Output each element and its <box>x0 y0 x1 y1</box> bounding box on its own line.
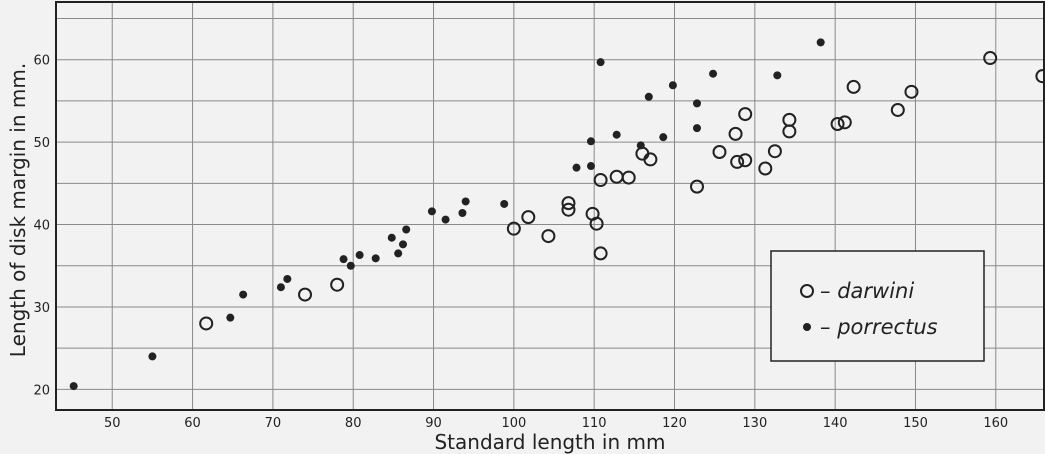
point-darwini-4 <box>521 210 536 225</box>
point-porrectus-1 <box>148 352 157 361</box>
point-porrectus-26 <box>659 133 668 142</box>
legend-box <box>770 250 985 362</box>
point-darwini-21 <box>738 153 753 168</box>
point-porrectus-7 <box>346 261 355 270</box>
point-porrectus-31 <box>773 71 782 80</box>
point-porrectus-2 <box>226 313 235 322</box>
point-darwini-3 <box>506 221 521 236</box>
point-porrectus-24 <box>636 141 645 150</box>
point-darwini-31 <box>983 51 998 66</box>
legend-label-darwini: – darwini <box>820 279 914 303</box>
point-darwini-5 <box>541 229 556 244</box>
point-porrectus-11 <box>394 249 403 258</box>
point-porrectus-14 <box>427 207 436 216</box>
point-darwini-12 <box>609 169 624 184</box>
point-porrectus-20 <box>586 137 595 146</box>
point-darwini-15 <box>643 152 658 167</box>
point-darwini-27 <box>837 115 852 130</box>
point-porrectus-17 <box>461 197 470 206</box>
point-porrectus-15 <box>441 215 450 224</box>
legend-porrectus-text: porrectus <box>836 315 937 339</box>
point-darwini-0 <box>199 316 214 331</box>
point-porrectus-29 <box>692 124 701 133</box>
point-porrectus-12 <box>399 240 408 249</box>
legend: – darwini – porrectus <box>770 250 985 362</box>
point-darwini-7 <box>561 202 576 217</box>
point-darwini-24 <box>782 112 797 127</box>
y-tick-40: 40 <box>33 219 50 234</box>
y-tick-20: 20 <box>33 383 50 398</box>
point-porrectus-8 <box>355 251 364 260</box>
point-darwini-9 <box>589 216 604 231</box>
point-darwini-23 <box>767 144 782 159</box>
legend-marker-porrectus <box>803 323 811 331</box>
legend-darwini-text: darwini <box>837 279 914 303</box>
point-porrectus-28 <box>692 99 701 108</box>
point-darwini-6 <box>561 196 576 211</box>
point-porrectus-16 <box>458 209 467 218</box>
x-tick-130: 130 <box>742 416 767 431</box>
legend-marker-darwini <box>800 284 814 298</box>
point-darwini-16 <box>689 179 704 194</box>
x-tick-100: 100 <box>501 416 526 431</box>
x-tick-60: 60 <box>184 416 201 431</box>
y-tick-labels: 20 30 40 50 60 <box>33 54 50 399</box>
point-porrectus-9 <box>371 254 380 263</box>
point-darwini-25 <box>782 124 797 139</box>
point-porrectus-3 <box>239 290 248 299</box>
x-axis-label: Standard length in mm <box>434 430 665 454</box>
point-porrectus-18 <box>500 199 509 208</box>
legend-label-porrectus: – porrectus <box>820 315 938 339</box>
point-darwini-1 <box>298 287 313 302</box>
x-tick-70: 70 <box>265 416 282 431</box>
point-darwini-17 <box>712 145 727 160</box>
x-tick-80: 80 <box>345 416 362 431</box>
point-porrectus-4 <box>276 283 285 292</box>
point-porrectus-21 <box>586 162 595 171</box>
point-porrectus-10 <box>387 233 396 242</box>
point-darwini-20 <box>738 107 753 122</box>
point-porrectus-30 <box>709 69 718 78</box>
x-tick-150: 150 <box>903 416 928 431</box>
point-darwini-11 <box>593 246 608 261</box>
legend-dash: – <box>820 279 837 303</box>
point-darwini-30 <box>904 84 919 99</box>
point-porrectus-5 <box>283 274 292 283</box>
point-porrectus-6 <box>339 255 348 264</box>
x-tick-labels: 50 60 70 80 90 100 110 120 130 140 150 160 <box>104 416 1008 431</box>
x-tick-110: 110 <box>582 416 607 431</box>
point-darwini-13 <box>621 170 636 185</box>
point-porrectus-22 <box>596 58 605 67</box>
y-tick-30: 30 <box>33 301 50 316</box>
point-darwini-18 <box>728 126 743 141</box>
point-porrectus-32 <box>816 38 825 47</box>
point-porrectus-13 <box>402 225 411 234</box>
x-tick-160: 160 <box>983 416 1008 431</box>
point-porrectus-0 <box>69 382 78 391</box>
x-tick-90: 90 <box>425 416 442 431</box>
point-porrectus-19 <box>572 163 581 172</box>
x-tick-140: 140 <box>823 416 848 431</box>
y-tick-50: 50 <box>33 136 50 151</box>
point-porrectus-25 <box>644 92 653 101</box>
x-tick-120: 120 <box>662 416 687 431</box>
y-axis-label: Length of disk margin in mm. <box>6 63 30 357</box>
point-darwini-10 <box>593 173 608 188</box>
y-tick-60: 60 <box>33 54 50 69</box>
point-darwini-19 <box>730 154 745 169</box>
series-darwini <box>199 51 1045 331</box>
plot-frame <box>55 1 1045 411</box>
point-darwini-2 <box>330 277 345 292</box>
x-tick-50: 50 <box>104 416 121 431</box>
point-darwini-29 <box>890 102 905 117</box>
point-darwini-22 <box>758 161 773 176</box>
point-darwini-28 <box>846 79 861 94</box>
point-porrectus-27 <box>668 81 677 90</box>
point-darwini-26 <box>830 116 845 131</box>
legend-dash: – <box>820 315 837 339</box>
point-darwini-32 <box>1035 69 1045 84</box>
series-porrectus <box>69 38 825 391</box>
point-porrectus-23 <box>612 130 621 139</box>
